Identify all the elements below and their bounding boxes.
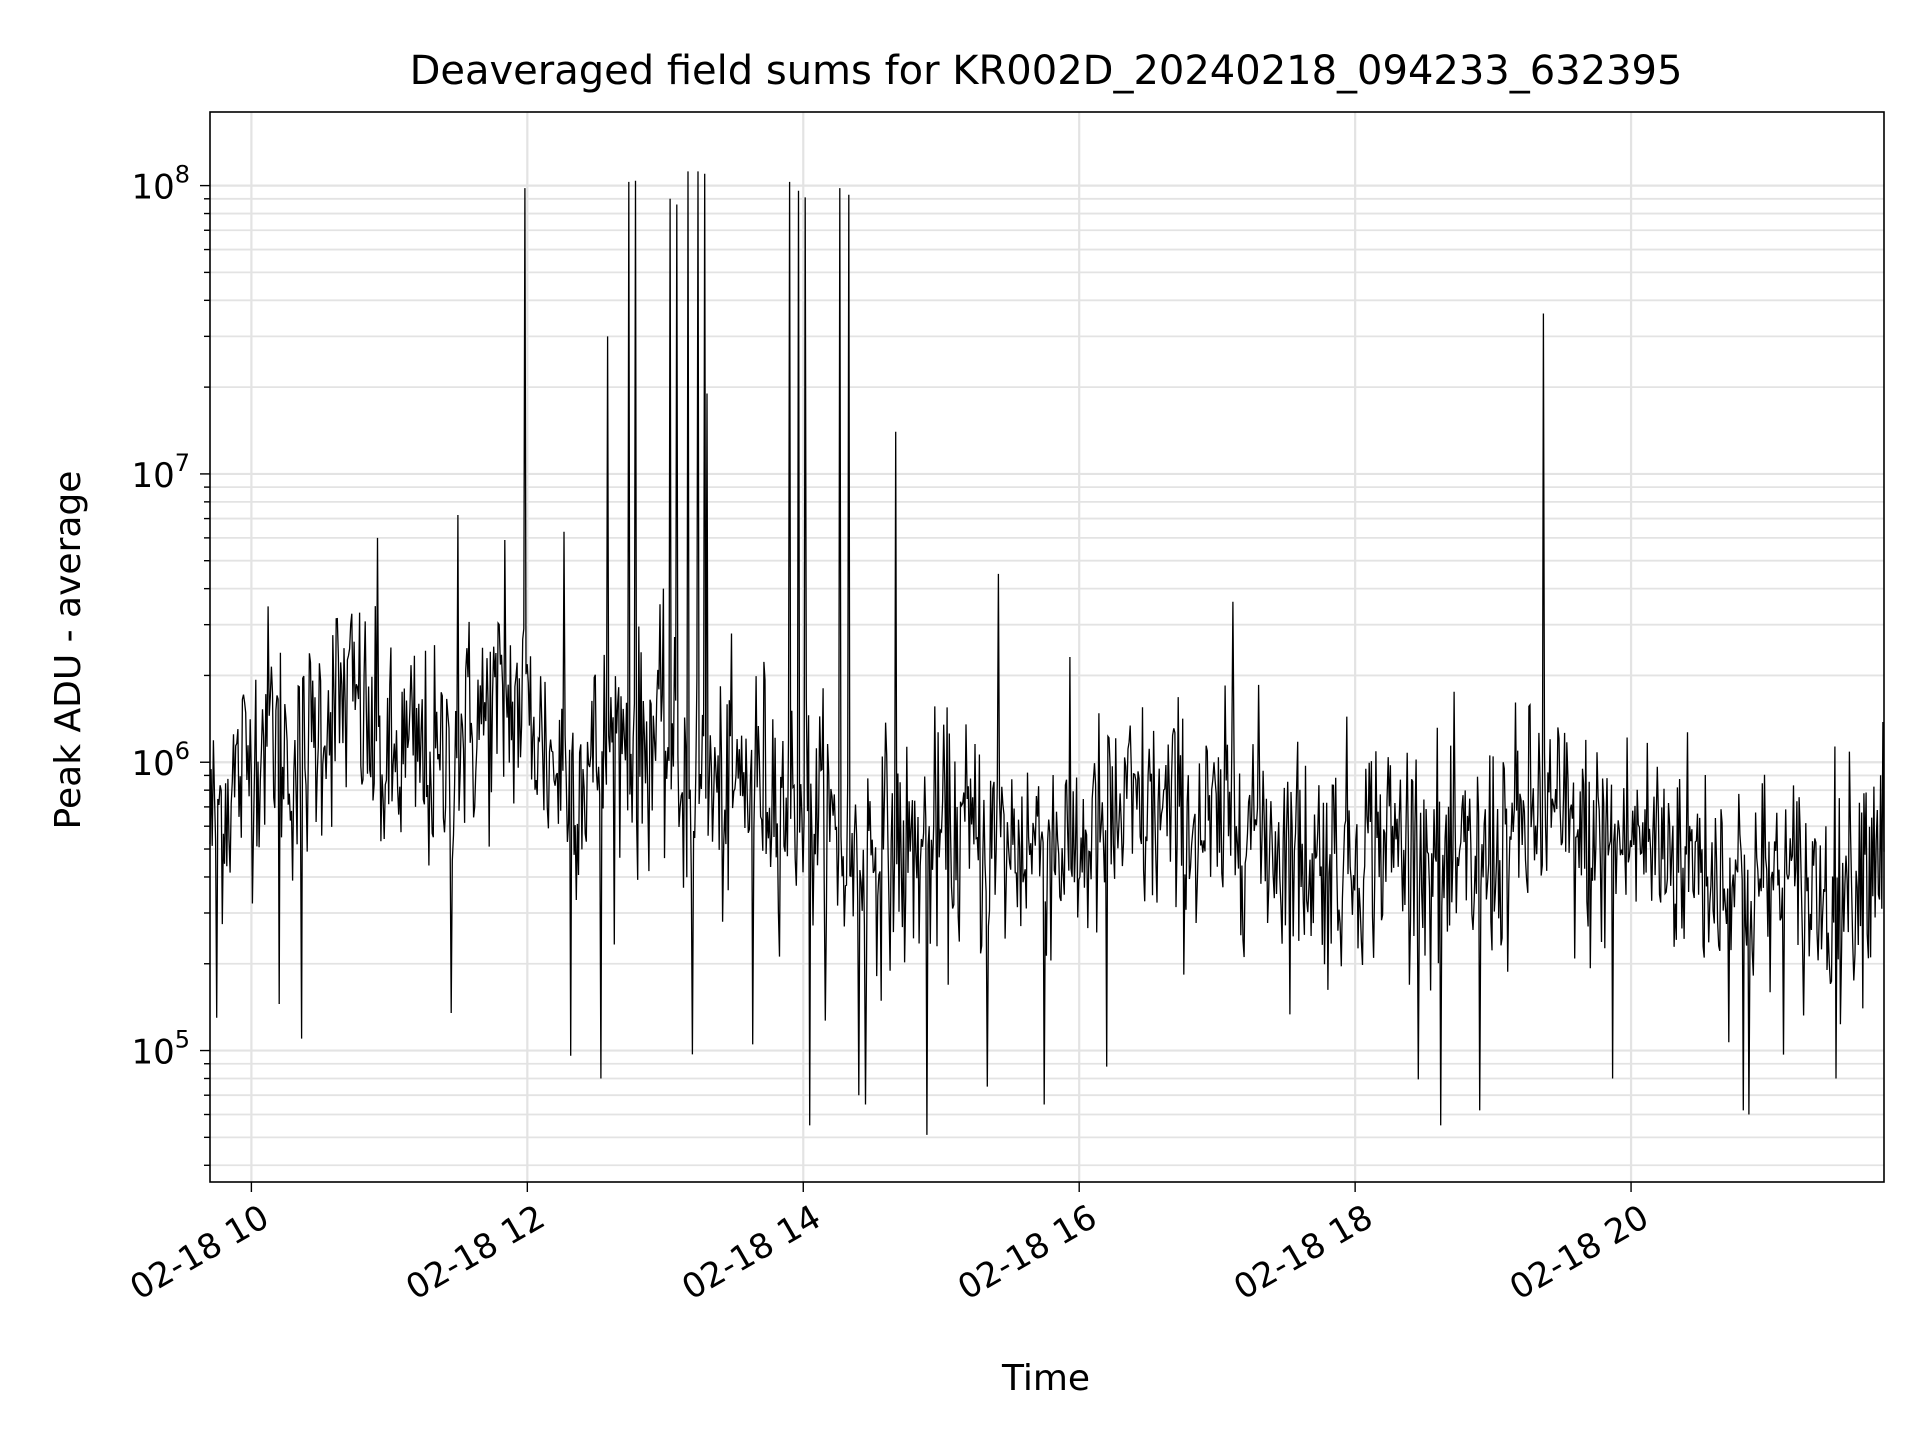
y-tick-label: 108 bbox=[131, 161, 190, 208]
y-tick-label-base: 10 bbox=[131, 456, 174, 496]
y-tick-label-exponent: 5 bbox=[175, 1026, 190, 1054]
x-axis-label: Time bbox=[1001, 1358, 1090, 1399]
y-tick-label-base: 10 bbox=[131, 1033, 174, 1073]
y-tick-label: 105 bbox=[131, 1026, 190, 1073]
data-series-line bbox=[209, 171, 1885, 1135]
chart-title: Deaveraged field sums for KR002D_2024021… bbox=[410, 48, 1683, 94]
y-tick-label: 107 bbox=[131, 449, 190, 496]
y-tick-label: 106 bbox=[131, 737, 190, 784]
y-tick-label-exponent: 8 bbox=[175, 161, 190, 189]
y-tick-label-base: 10 bbox=[131, 168, 174, 208]
y-axis-label: Peak ADU - average bbox=[48, 471, 89, 830]
y-tick-label-base: 10 bbox=[131, 744, 174, 784]
data-layer bbox=[209, 171, 1885, 1135]
y-tick-label-exponent: 7 bbox=[175, 449, 190, 477]
y-tick-label-exponent: 6 bbox=[175, 737, 190, 765]
plot-frame bbox=[209, 111, 1885, 1183]
